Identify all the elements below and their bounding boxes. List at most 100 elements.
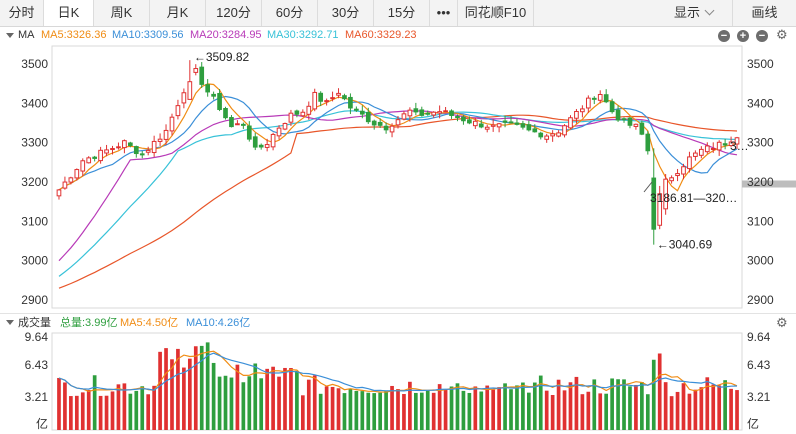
candle-body	[710, 148, 716, 151]
volume-bar	[211, 362, 216, 430]
volume-bar	[681, 383, 686, 430]
gear-icon[interactable]: ⚙	[776, 27, 788, 42]
candle-body	[704, 145, 710, 153]
volume-tick-left: 9.64	[25, 330, 49, 344]
candle-body	[520, 123, 526, 128]
candle-body	[461, 116, 466, 122]
volume-bar	[253, 363, 258, 430]
volume-bar	[116, 384, 121, 430]
volume-bar	[497, 387, 501, 430]
volume-bar	[259, 378, 264, 430]
candle-body	[199, 66, 205, 85]
tab-1[interactable]: 日K	[44, 0, 94, 26]
volume-bar	[128, 393, 133, 430]
volume-bar	[283, 367, 287, 430]
volume-bar	[277, 376, 281, 430]
tab-5[interactable]: 60分	[262, 0, 318, 26]
candle-body	[580, 108, 585, 113]
volume-bar	[295, 370, 299, 430]
tab-0[interactable]: 分时	[0, 0, 44, 26]
zoom-in-icon[interactable]: +	[737, 30, 749, 42]
volume-bar	[515, 385, 519, 430]
volume-bar	[396, 389, 400, 430]
candle-body	[508, 121, 514, 124]
tab-4[interactable]: 120分	[206, 0, 262, 26]
zoom-out-icon[interactable]: −	[718, 30, 730, 42]
volume-bar	[247, 376, 252, 430]
candle-body	[68, 177, 74, 183]
tab-9[interactable]: 同花顺F10	[458, 0, 534, 26]
display-label: 显示	[674, 5, 701, 20]
price-axis: 3500 3500 3400 3400 3300 3300 3200 3200 3100 3100…	[21, 57, 774, 307]
volume-bar	[152, 385, 156, 430]
candle-body	[431, 111, 437, 116]
price-tick-left: 3000	[21, 254, 48, 268]
volume-bars	[57, 342, 739, 430]
candle-body	[235, 123, 240, 126]
volume-bar	[140, 386, 145, 430]
volume-bar	[348, 388, 353, 430]
volume-gear-icon[interactable]: ⚙	[776, 315, 788, 330]
volume-bar	[182, 367, 186, 430]
candle-body	[104, 149, 109, 154]
candle-body	[56, 189, 62, 197]
volume-collapse-triangle-icon[interactable]	[6, 320, 14, 325]
volume-bar	[199, 345, 204, 430]
collapse-triangle-icon[interactable]	[6, 33, 14, 38]
candle-body	[449, 110, 454, 116]
candle-body	[377, 121, 383, 126]
volume-bar	[69, 396, 73, 430]
candle-body	[621, 118, 627, 121]
volume-bar	[598, 393, 603, 430]
candle-body	[217, 92, 222, 110]
tab-2[interactable]: 周K	[94, 0, 150, 26]
price-tick-right: 3300	[747, 136, 774, 150]
volume-bar	[521, 382, 525, 430]
candle-body	[556, 132, 561, 137]
candle-body	[133, 146, 139, 155]
candle-body	[585, 97, 591, 109]
candle-body	[336, 92, 341, 96]
volume-bar	[318, 393, 323, 430]
volume-bar	[146, 394, 151, 430]
volume-bar	[586, 391, 591, 430]
tab-6[interactable]: 30分	[318, 0, 374, 26]
volume-bar	[170, 359, 174, 430]
minimize-icon[interactable]: −	[756, 30, 768, 42]
volume-bar	[217, 376, 222, 430]
volume-bar	[312, 375, 317, 430]
candle-body	[318, 92, 324, 102]
tab-3[interactable]: 月K	[150, 0, 206, 26]
candle-body	[562, 125, 567, 136]
volume-bar	[562, 390, 567, 430]
volume-bar	[622, 379, 626, 430]
price-tick-right: 3200	[747, 175, 774, 189]
candle-body	[568, 117, 573, 129]
volume-bar	[580, 394, 585, 430]
candle-body	[122, 140, 127, 149]
candle-body	[98, 149, 103, 162]
display-menu-button[interactable]: 显示	[674, 0, 715, 26]
price-tick-right: 3500	[747, 57, 774, 71]
candle-body	[467, 119, 472, 124]
volume-bar	[544, 390, 549, 430]
ma60-legend: MA60:3329.23	[345, 29, 417, 41]
volume-bar	[176, 348, 180, 430]
candle-body	[157, 138, 163, 142]
volume-bar	[550, 395, 555, 430]
volume-bar	[675, 391, 680, 430]
draw-line-button[interactable]: 画线	[732, 0, 796, 26]
volume-bar	[717, 385, 722, 430]
volume-bar	[92, 375, 97, 430]
candle-body	[354, 108, 359, 111]
ma-legend-title: MA	[18, 29, 35, 41]
candle-body	[633, 123, 639, 127]
volume-bar	[289, 368, 293, 430]
candle-body	[252, 136, 258, 148]
last-price-annotation: 3…	[730, 139, 749, 153]
volume-bar	[330, 386, 335, 430]
tab-7[interactable]: 15分	[374, 0, 430, 26]
candle-body	[728, 141, 734, 147]
tab-8[interactable]: •••	[430, 0, 458, 26]
